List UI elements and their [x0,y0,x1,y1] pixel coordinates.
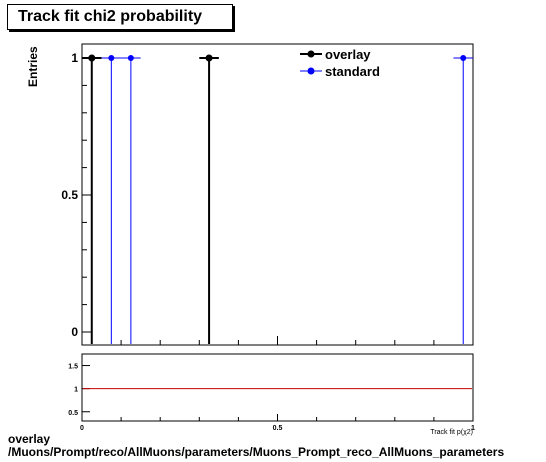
caption-overlay: overlay [8,432,51,446]
ratio-x-tick-label: 0 [80,425,84,432]
y-tick-label: 0.5 [61,188,78,202]
caption-path: /Muons/Prompt/reco/AllMuons/parameters/M… [8,445,505,459]
x-axis-label: Track fit p(χ2) [430,429,473,436]
ratio-y-tick-label: 1 [74,387,78,394]
legend-marker [307,50,315,58]
ratio-plot-frame [81,353,474,422]
data-point [88,54,96,62]
legend-marker [307,67,315,75]
ratio-y-tick-label: 0.5 [68,410,78,417]
ratio-x-tick-label: 0.5 [273,425,283,432]
y-axis-label: Entries [26,46,40,87]
chart-title: Track fit chi2 probability [18,8,203,25]
legend-label: standard [325,64,380,79]
data-point [205,54,213,62]
data-point [127,55,134,61]
chart-title-box: Track fit chi2 probability [7,4,233,30]
data-point [108,55,115,61]
y-tick-label: 1 [71,51,78,65]
main-plot-frame [81,43,474,346]
ratio-axes: 0.5 1 1.5 0 0.5 1 [68,364,475,432]
main-data-marks [82,54,473,344]
legend: overlay standard [300,47,380,79]
y-tick-label: 0 [71,325,78,339]
ratio-y-tick-label: 1.5 [68,364,78,371]
legend-label: overlay [325,47,371,62]
ratio-x-tick-label: 1 [471,425,475,432]
data-point [460,55,467,61]
